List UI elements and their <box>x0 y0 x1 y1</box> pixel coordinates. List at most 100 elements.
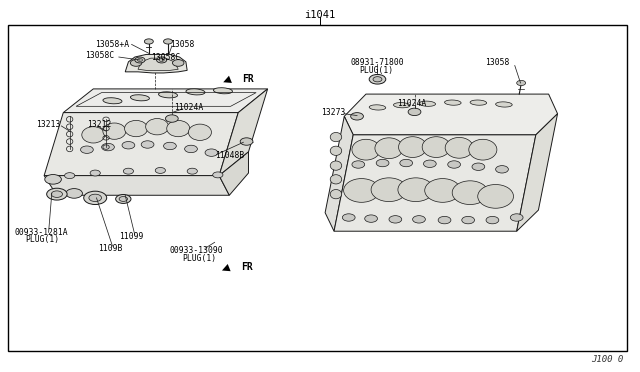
Circle shape <box>164 142 176 150</box>
Text: PLUG(1): PLUG(1) <box>360 66 394 75</box>
Circle shape <box>205 149 218 156</box>
Circle shape <box>65 173 75 179</box>
Ellipse shape <box>425 179 461 202</box>
Ellipse shape <box>419 101 436 106</box>
Text: 00933-1281A: 00933-1281A <box>15 228 68 237</box>
Circle shape <box>462 217 474 224</box>
Ellipse shape <box>131 95 149 101</box>
Circle shape <box>516 80 525 86</box>
Polygon shape <box>344 94 557 135</box>
Circle shape <box>240 138 253 145</box>
Ellipse shape <box>186 89 205 95</box>
Ellipse shape <box>369 105 386 110</box>
Text: 1109B: 1109B <box>99 244 123 253</box>
Bar <box>8 25 627 351</box>
Polygon shape <box>219 89 268 176</box>
Circle shape <box>173 60 184 66</box>
Circle shape <box>389 216 402 223</box>
Circle shape <box>51 191 63 198</box>
Polygon shape <box>516 114 557 231</box>
Ellipse shape <box>330 175 342 184</box>
Text: 13213: 13213 <box>36 121 60 129</box>
Text: 11024A: 11024A <box>397 99 426 108</box>
Circle shape <box>369 74 386 84</box>
Ellipse shape <box>167 121 189 137</box>
Ellipse shape <box>125 121 148 137</box>
Ellipse shape <box>445 100 461 105</box>
Ellipse shape <box>495 102 512 107</box>
Circle shape <box>166 115 178 122</box>
Circle shape <box>90 170 100 176</box>
Text: 08931-71800: 08931-71800 <box>351 58 404 67</box>
Circle shape <box>89 194 102 202</box>
Circle shape <box>135 57 145 63</box>
Circle shape <box>81 146 93 153</box>
Text: 11099: 11099 <box>119 231 143 241</box>
Text: PLUG(1): PLUG(1) <box>182 254 217 263</box>
Ellipse shape <box>330 146 342 155</box>
Circle shape <box>116 195 131 203</box>
Circle shape <box>472 163 484 170</box>
Circle shape <box>141 141 154 148</box>
Ellipse shape <box>213 88 232 94</box>
Ellipse shape <box>468 139 497 160</box>
Text: PLUG(1): PLUG(1) <box>25 235 59 244</box>
Text: 13058C: 13058C <box>152 52 180 61</box>
Ellipse shape <box>330 132 342 142</box>
Ellipse shape <box>159 92 177 98</box>
Circle shape <box>486 217 499 224</box>
Circle shape <box>138 58 143 61</box>
Polygon shape <box>44 113 238 176</box>
Text: 13212: 13212 <box>87 121 111 129</box>
Text: 11024A: 11024A <box>174 103 204 112</box>
Ellipse shape <box>452 181 488 205</box>
Text: FR: FR <box>241 262 253 272</box>
Circle shape <box>212 172 223 178</box>
Ellipse shape <box>477 185 513 208</box>
Circle shape <box>373 77 382 82</box>
Circle shape <box>66 189 83 198</box>
Text: i1041: i1041 <box>305 10 335 20</box>
Ellipse shape <box>375 138 403 158</box>
Ellipse shape <box>103 123 126 139</box>
Text: 13058+A: 13058+A <box>95 40 129 49</box>
Polygon shape <box>125 54 187 73</box>
Circle shape <box>119 196 127 201</box>
Circle shape <box>448 161 461 168</box>
Circle shape <box>102 143 115 151</box>
Ellipse shape <box>188 124 211 140</box>
Circle shape <box>124 168 134 174</box>
Text: 11048B: 11048B <box>214 151 244 160</box>
Circle shape <box>408 108 421 116</box>
Ellipse shape <box>445 137 473 158</box>
Circle shape <box>438 217 451 224</box>
Ellipse shape <box>352 139 380 160</box>
Polygon shape <box>325 116 353 231</box>
Circle shape <box>352 161 365 168</box>
Polygon shape <box>138 58 178 70</box>
Circle shape <box>84 191 107 205</box>
Ellipse shape <box>470 100 486 105</box>
Ellipse shape <box>103 98 122 104</box>
Circle shape <box>413 216 426 223</box>
Ellipse shape <box>394 103 410 108</box>
Circle shape <box>47 188 67 200</box>
Text: 13273: 13273 <box>321 108 346 117</box>
Circle shape <box>495 166 508 173</box>
Circle shape <box>400 159 413 167</box>
Circle shape <box>45 174 61 184</box>
Ellipse shape <box>371 178 407 202</box>
Text: 13058C: 13058C <box>85 51 115 60</box>
Circle shape <box>187 168 197 174</box>
Ellipse shape <box>146 119 169 135</box>
Circle shape <box>145 39 154 44</box>
Text: 00933-13090: 00933-13090 <box>170 246 223 255</box>
Circle shape <box>376 159 389 167</box>
Circle shape <box>159 58 164 61</box>
Ellipse shape <box>82 127 105 143</box>
Circle shape <box>164 39 173 44</box>
Circle shape <box>157 57 167 63</box>
Text: 13058: 13058 <box>170 40 195 49</box>
Circle shape <box>122 141 135 149</box>
Circle shape <box>365 215 378 222</box>
